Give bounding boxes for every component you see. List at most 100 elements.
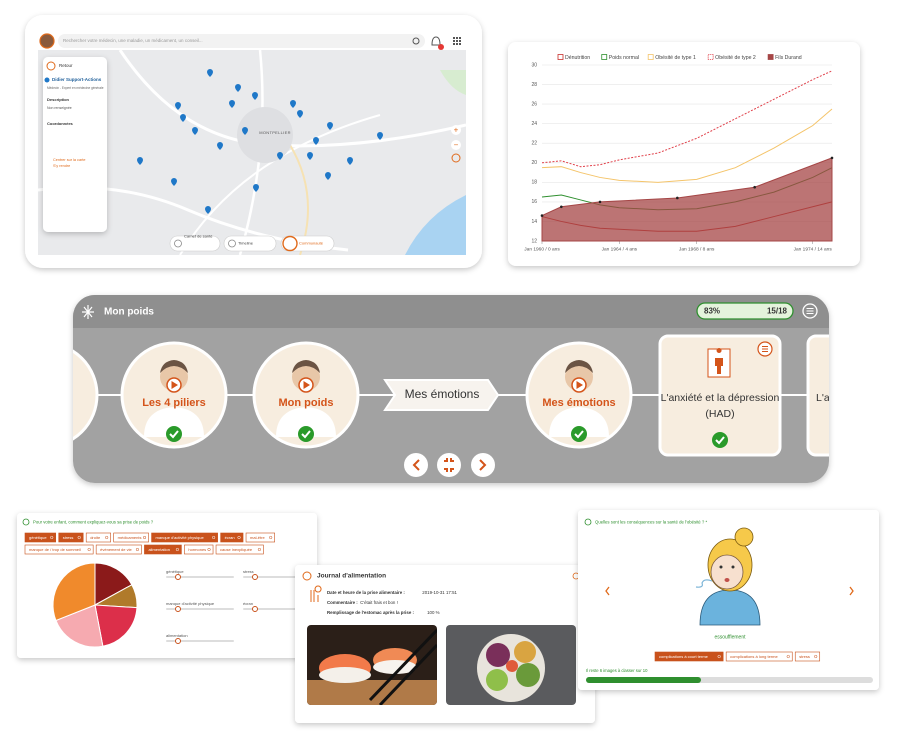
step-bubble[interactable] — [0, 341, 99, 449]
map-pin[interactable] — [235, 84, 241, 92]
apps-icon[interactable] — [453, 37, 461, 45]
tag-close[interactable] — [814, 654, 818, 659]
back-icon[interactable] — [46, 61, 56, 71]
tag-close[interactable] — [237, 535, 241, 540]
map-pin[interactable] — [242, 127, 248, 135]
point — [540, 214, 544, 217]
tag-selected[interactable] — [24, 532, 57, 543]
tag[interactable] — [794, 651, 821, 662]
map-pin[interactable] — [290, 100, 296, 108]
tag[interactable] — [85, 532, 111, 543]
nav-icon — [228, 239, 236, 248]
slider-knob[interactable] — [175, 574, 181, 580]
nav-label[interactable]: Communauté — [299, 241, 324, 246]
nav-label[interactable]: Carnet de santé — [184, 234, 213, 239]
map-pin[interactable] — [229, 100, 235, 108]
map-pin[interactable] — [347, 157, 353, 165]
tag-selected[interactable] — [58, 532, 84, 543]
slider-knob[interactable] — [252, 606, 258, 612]
map-pin[interactable] — [217, 142, 223, 150]
tag-label: cause inexpliquée — [220, 547, 253, 552]
tag-selected[interactable] — [151, 532, 218, 543]
step-title: Les 4 piliers — [142, 397, 206, 409]
tag[interactable] — [95, 544, 142, 555]
chapter-banner[interactable] — [383, 379, 500, 411]
avatar[interactable] — [39, 33, 55, 49]
nav-label[interactable]: Timeline — [238, 241, 254, 246]
map-pin[interactable] — [253, 184, 259, 192]
map-pin[interactable] — [325, 172, 331, 180]
search-bar[interactable] — [58, 34, 425, 48]
tag[interactable] — [184, 544, 214, 555]
tag-close[interactable] — [135, 547, 139, 552]
map[interactable] — [38, 50, 466, 255]
tag-close[interactable] — [717, 654, 721, 659]
directions-link[interactable]: S'y rendre — [53, 164, 70, 168]
tag-close[interactable] — [175, 547, 179, 552]
tag-close[interactable] — [105, 535, 109, 540]
nav-button[interactable] — [223, 235, 277, 252]
pie-slice — [52, 562, 96, 622]
tag-close[interactable] — [143, 535, 147, 540]
tag[interactable] — [215, 544, 264, 555]
back-icon[interactable] — [302, 571, 312, 581]
slider-knob[interactable] — [252, 574, 258, 580]
back-link[interactable]: Retour — [59, 63, 73, 68]
tag-close[interactable] — [77, 535, 81, 540]
center-link[interactable]: Centrer sur la carte — [53, 158, 86, 162]
tag-close[interactable] — [786, 654, 790, 659]
tag-close[interactable] — [212, 535, 216, 540]
tag-close[interactable] — [257, 547, 261, 552]
bell-icon[interactable] — [431, 36, 441, 46]
step-card[interactable] — [658, 334, 782, 457]
tag-selected[interactable] — [654, 651, 724, 662]
slider-knob[interactable] — [175, 638, 181, 644]
prev-arrow[interactable] — [605, 586, 610, 596]
tag[interactable] — [24, 544, 94, 555]
tag-selected[interactable] — [144, 544, 182, 555]
map-pin[interactable] — [277, 152, 283, 160]
tag[interactable] — [725, 651, 793, 662]
map-pin[interactable] — [377, 132, 383, 140]
point — [598, 200, 602, 204]
map-pin[interactable] — [180, 114, 186, 122]
slider-track — [166, 576, 234, 578]
tag-close[interactable] — [87, 547, 91, 552]
map-pin[interactable] — [175, 102, 181, 110]
nav-button[interactable] — [169, 235, 221, 252]
nav-button[interactable] — [404, 453, 428, 477]
nav-button[interactable] — [437, 453, 461, 477]
tag-selected[interactable] — [220, 532, 244, 543]
map-pin[interactable] — [307, 152, 313, 160]
y-tick-label: 12 — [531, 238, 537, 244]
map-pins[interactable] — [137, 69, 383, 214]
map-pin[interactable] — [297, 110, 303, 118]
tag-label: événement de vie — [100, 547, 132, 552]
tag-close[interactable] — [207, 547, 211, 552]
tag[interactable] — [245, 532, 275, 543]
menu-button[interactable] — [802, 303, 818, 319]
done-check — [574, 430, 584, 439]
search-icon[interactable] — [412, 37, 420, 45]
map-pin[interactable] — [313, 137, 319, 145]
map-pin[interactable] — [207, 69, 213, 77]
map-pin[interactable] — [137, 157, 143, 165]
slider-knob[interactable] — [175, 606, 181, 612]
next-arrow[interactable] — [849, 586, 854, 596]
point — [560, 205, 563, 209]
tag-label: manque de / trop de sommeil — [29, 547, 81, 552]
tag-close[interactable] — [269, 535, 273, 540]
meal-icon — [310, 585, 322, 602]
zoom-controls[interactable]: + − — [451, 125, 461, 163]
map-pin[interactable] — [252, 92, 258, 100]
illustration — [695, 527, 761, 626]
map-pin[interactable] — [192, 127, 198, 135]
map-pin[interactable] — [171, 178, 177, 186]
step-card[interactable] — [806, 334, 901, 457]
map-pin[interactable] — [205, 206, 211, 214]
tag[interactable] — [113, 532, 149, 543]
map-pin[interactable] — [327, 122, 333, 130]
nav-button[interactable] — [471, 453, 495, 477]
tag-close[interactable] — [50, 535, 54, 540]
